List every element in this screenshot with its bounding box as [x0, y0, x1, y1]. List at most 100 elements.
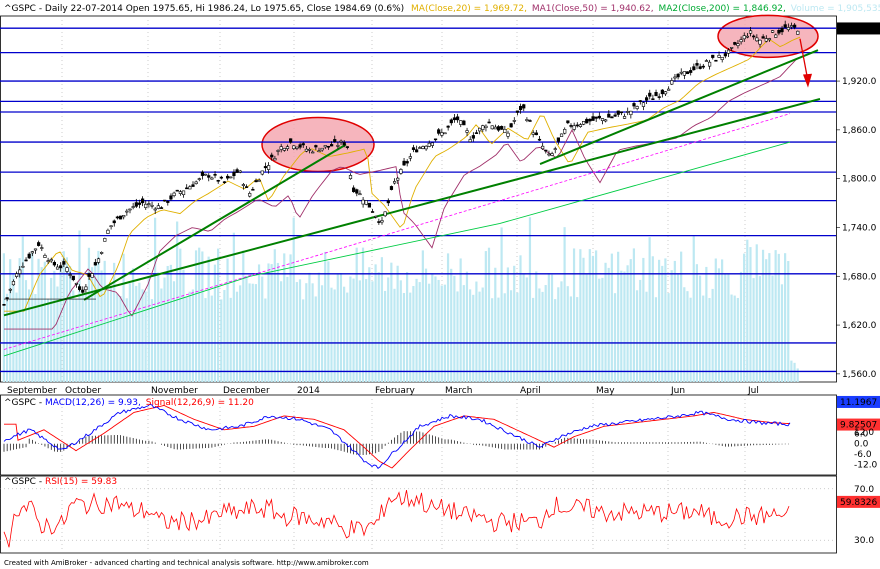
candle-body — [304, 148, 309, 152]
candle-body — [525, 119, 529, 121]
volume-bar — [223, 289, 226, 382]
candle-body — [15, 273, 19, 277]
candle-body — [411, 147, 416, 150]
volume-bar — [736, 297, 739, 382]
candle-body — [604, 119, 608, 122]
volume-bar — [368, 267, 371, 382]
candle-body — [24, 259, 28, 262]
volume-bar — [251, 283, 254, 382]
macd-tick-label: -6.0 — [854, 450, 872, 460]
volume-bar — [560, 281, 563, 382]
candle-body — [711, 54, 715, 58]
volume-bar — [383, 290, 387, 382]
volume-bar — [169, 264, 172, 382]
volume-bar — [497, 297, 500, 382]
volume-bar — [513, 265, 516, 382]
header-ma20: MA(Close,20) = 1,969.72, — [411, 4, 527, 14]
candle-body — [481, 125, 485, 130]
volume-bar — [109, 285, 113, 382]
volume-bar — [103, 260, 106, 382]
candle-body — [462, 120, 466, 126]
candle-body — [496, 126, 501, 131]
volume-bar — [327, 261, 330, 382]
volume-bar — [604, 262, 607, 382]
price-tick-label: 1,920.0 — [842, 77, 877, 87]
volume-bar — [777, 253, 780, 382]
ellipse-jul-top — [717, 14, 819, 59]
candle-body — [147, 203, 151, 205]
candle-body — [465, 130, 469, 133]
volume-bar — [579, 249, 582, 382]
volume-bar — [585, 273, 588, 382]
candle-body — [229, 176, 233, 179]
volume-bar — [516, 292, 519, 382]
volume-bar — [9, 259, 12, 382]
candle-body — [115, 216, 119, 219]
volume-bar — [302, 299, 305, 382]
header-volume: Volume = 1,905,535.00 — [791, 4, 880, 14]
candle-body — [487, 121, 491, 124]
volume-bar — [264, 298, 267, 382]
month-label: December — [223, 386, 270, 396]
volume-bar — [191, 289, 194, 382]
candle-body — [550, 153, 554, 156]
volume-bar — [198, 247, 201, 382]
volume-bar — [235, 291, 239, 382]
volume-bar — [62, 251, 65, 382]
volume-bar — [380, 257, 383, 382]
trendline-oct-jan — [83, 143, 347, 301]
candle-body — [654, 91, 658, 97]
candle-body — [667, 88, 671, 91]
candle-body — [723, 53, 727, 57]
candle-body — [364, 200, 368, 205]
volume-bar — [311, 283, 314, 382]
candle-body — [100, 252, 104, 254]
price-header: ^GSPC - Daily 22-07-2014 Open 1975.65, H… — [4, 4, 880, 14]
volume-bar — [787, 261, 790, 382]
candle-body — [600, 118, 605, 121]
volume-bar — [242, 250, 245, 382]
volume-bar — [106, 289, 109, 382]
candle-body — [65, 267, 69, 272]
candle-body — [717, 54, 721, 58]
volume-bar — [683, 287, 686, 382]
rsi-tick-label: 30.0 — [854, 536, 874, 546]
candle-body — [566, 120, 570, 124]
candle-body — [424, 145, 428, 150]
candle-body — [298, 144, 302, 148]
candle-body — [232, 171, 236, 177]
candle-body — [515, 110, 520, 113]
candle-body — [418, 147, 422, 149]
volume-bar — [459, 258, 462, 382]
volume-bar — [601, 277, 604, 382]
volume-bar — [522, 273, 525, 382]
candle-body — [301, 143, 305, 146]
candle-body — [169, 195, 173, 200]
volume-bar — [305, 283, 308, 382]
price-tick-label: 1,740.0 — [842, 223, 877, 233]
candle-body — [285, 146, 290, 149]
candle-body — [629, 110, 633, 116]
volume-bar — [182, 269, 185, 382]
candle-body — [730, 47, 734, 49]
volume-bar — [352, 278, 355, 382]
volume-bar — [295, 282, 298, 382]
candle-body — [585, 118, 589, 124]
candle-body — [547, 153, 551, 156]
volume-bar — [358, 280, 361, 382]
candle-body — [745, 35, 749, 38]
last-price-label: 1,984.69 — [840, 24, 880, 34]
header-ma200: MA2(Close,200) = 1,846.92, — [658, 4, 785, 14]
candle-body — [572, 125, 576, 130]
volume-bar — [160, 288, 163, 382]
candle-body — [317, 150, 321, 153]
candle-body — [361, 199, 365, 205]
candle-body — [329, 144, 334, 147]
candle-body — [471, 135, 475, 139]
candle-body — [339, 140, 343, 143]
volume-bar — [443, 284, 446, 382]
candle-body — [235, 169, 239, 173]
volume-bar — [509, 290, 513, 382]
volume-bar — [387, 277, 390, 382]
month-label: September — [7, 386, 57, 396]
